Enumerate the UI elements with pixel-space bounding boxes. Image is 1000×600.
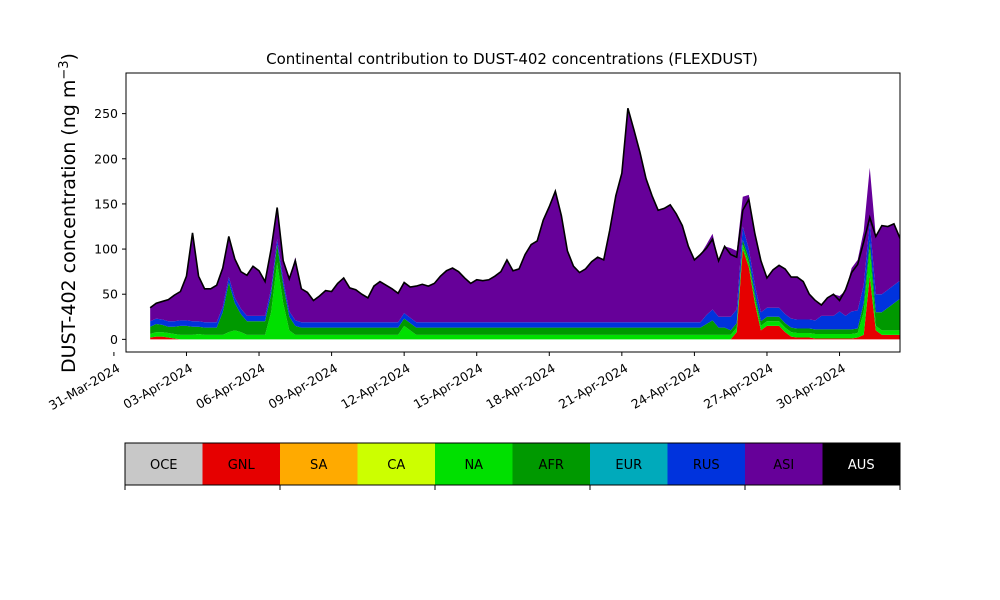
- y-axis: 0 50 100 150 200 250: [94, 106, 126, 347]
- y-tick-label: 50: [102, 287, 118, 302]
- legend-label-sa: SA: [310, 458, 327, 473]
- legend-label-asi: ASI: [773, 458, 794, 473]
- area-afr: [150, 240, 900, 335]
- total-concentration-line: [149, 107, 900, 309]
- area-asi: [150, 108, 900, 323]
- chart-title: Continental contribution to DUST-402 con…: [266, 50, 758, 68]
- legend-swatch-eur: [590, 443, 668, 485]
- legend-swatch-afr: [512, 443, 591, 485]
- y-tick-label: 150: [94, 196, 118, 211]
- color-legend-bar: OCE GNL SA CA NA AFR EUR RUS ASI AUS: [124, 442, 901, 490]
- y-tick-label: 0: [110, 332, 118, 347]
- area-rus: [150, 221, 900, 331]
- legend-swatch-oce: [125, 443, 203, 485]
- y-axis-label: DUST-402 concentration (ng m−3): [57, 53, 81, 373]
- plot-frame: [125, 72, 901, 353]
- legend-swatch-asi: [745, 443, 823, 485]
- legend-label-oce: OCE: [150, 458, 178, 473]
- stacked-areas: [150, 108, 900, 340]
- legend-label-na: NA: [464, 458, 483, 473]
- y-tick-label: 100: [94, 242, 118, 257]
- legend-swatch-ca: [357, 443, 436, 485]
- legend-swatch-aus: [822, 443, 901, 485]
- legend-label-gnl: GNL: [228, 458, 256, 473]
- legend-swatch-na: [435, 443, 513, 485]
- y-tick-label: 200: [94, 151, 118, 166]
- legend-frame: [124, 442, 901, 486]
- legend-swatch-sa: [280, 443, 358, 485]
- legend-label-afr: AFR: [539, 458, 564, 473]
- legend-label-aus: AUS: [848, 458, 875, 473]
- legend-swatch-gnl: [202, 443, 281, 485]
- area-gnl: [150, 249, 900, 340]
- legend-label-ca: CA: [387, 458, 405, 473]
- legend-label-rus: RUS: [693, 458, 720, 473]
- legend-swatch-rus: [667, 443, 746, 485]
- legend-label-eur: EUR: [615, 458, 642, 473]
- y-tick-label: 250: [94, 106, 118, 121]
